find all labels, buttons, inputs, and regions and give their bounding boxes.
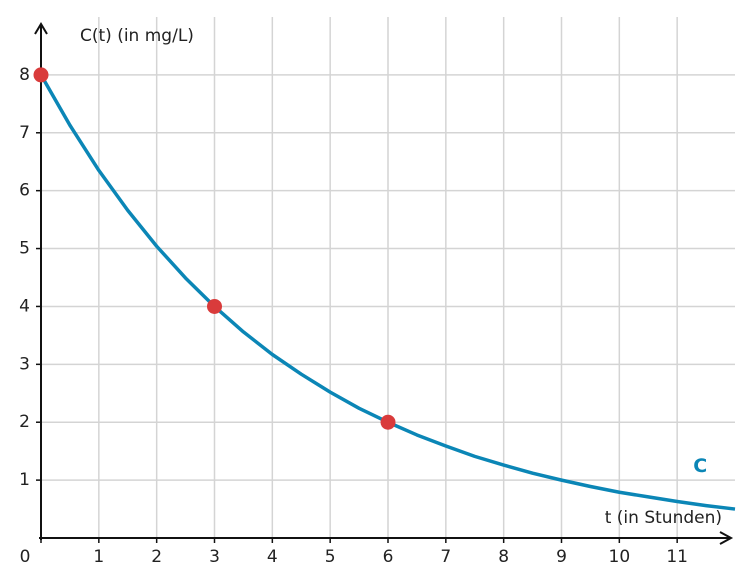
x-tick-label: 10 xyxy=(609,547,631,567)
point xyxy=(33,67,49,83)
x-axis-arrow xyxy=(719,531,734,545)
x-tick-label: 5 xyxy=(325,547,336,567)
y-tick-label: 5 xyxy=(19,239,30,259)
x-tick-label: 0 xyxy=(20,547,31,567)
x-tick-label: 7 xyxy=(440,547,451,567)
curve-label: C xyxy=(693,455,707,477)
y-axis-arrow xyxy=(34,22,48,35)
grid xyxy=(41,17,735,538)
x-tick-label: 4 xyxy=(267,547,278,567)
y-tick-label: 7 xyxy=(19,123,30,143)
y-tick-label: 1 xyxy=(19,470,30,490)
point xyxy=(207,298,222,314)
y-tick-label: 2 xyxy=(19,412,30,432)
y-tick-label: 8 xyxy=(19,65,30,85)
x-tick-label: 2 xyxy=(151,547,162,567)
x-axis-label: t (in Stunden) xyxy=(605,508,722,528)
x-tick-label: 11 xyxy=(666,547,688,567)
x-tick-label: 3 xyxy=(209,547,220,567)
axes xyxy=(34,22,734,545)
point xyxy=(380,414,396,430)
y-tick-label: 6 xyxy=(19,181,30,201)
y-tick-label: 3 xyxy=(19,354,30,374)
x-tick-label: 9 xyxy=(556,547,567,567)
y-tick-label: 4 xyxy=(19,296,30,316)
x-tick-label: 1 xyxy=(93,547,104,567)
y-axis-label: C(t) (in mg/L) xyxy=(80,26,194,46)
x-tick-label: 8 xyxy=(498,547,509,567)
x-tick-label: 6 xyxy=(383,547,394,567)
